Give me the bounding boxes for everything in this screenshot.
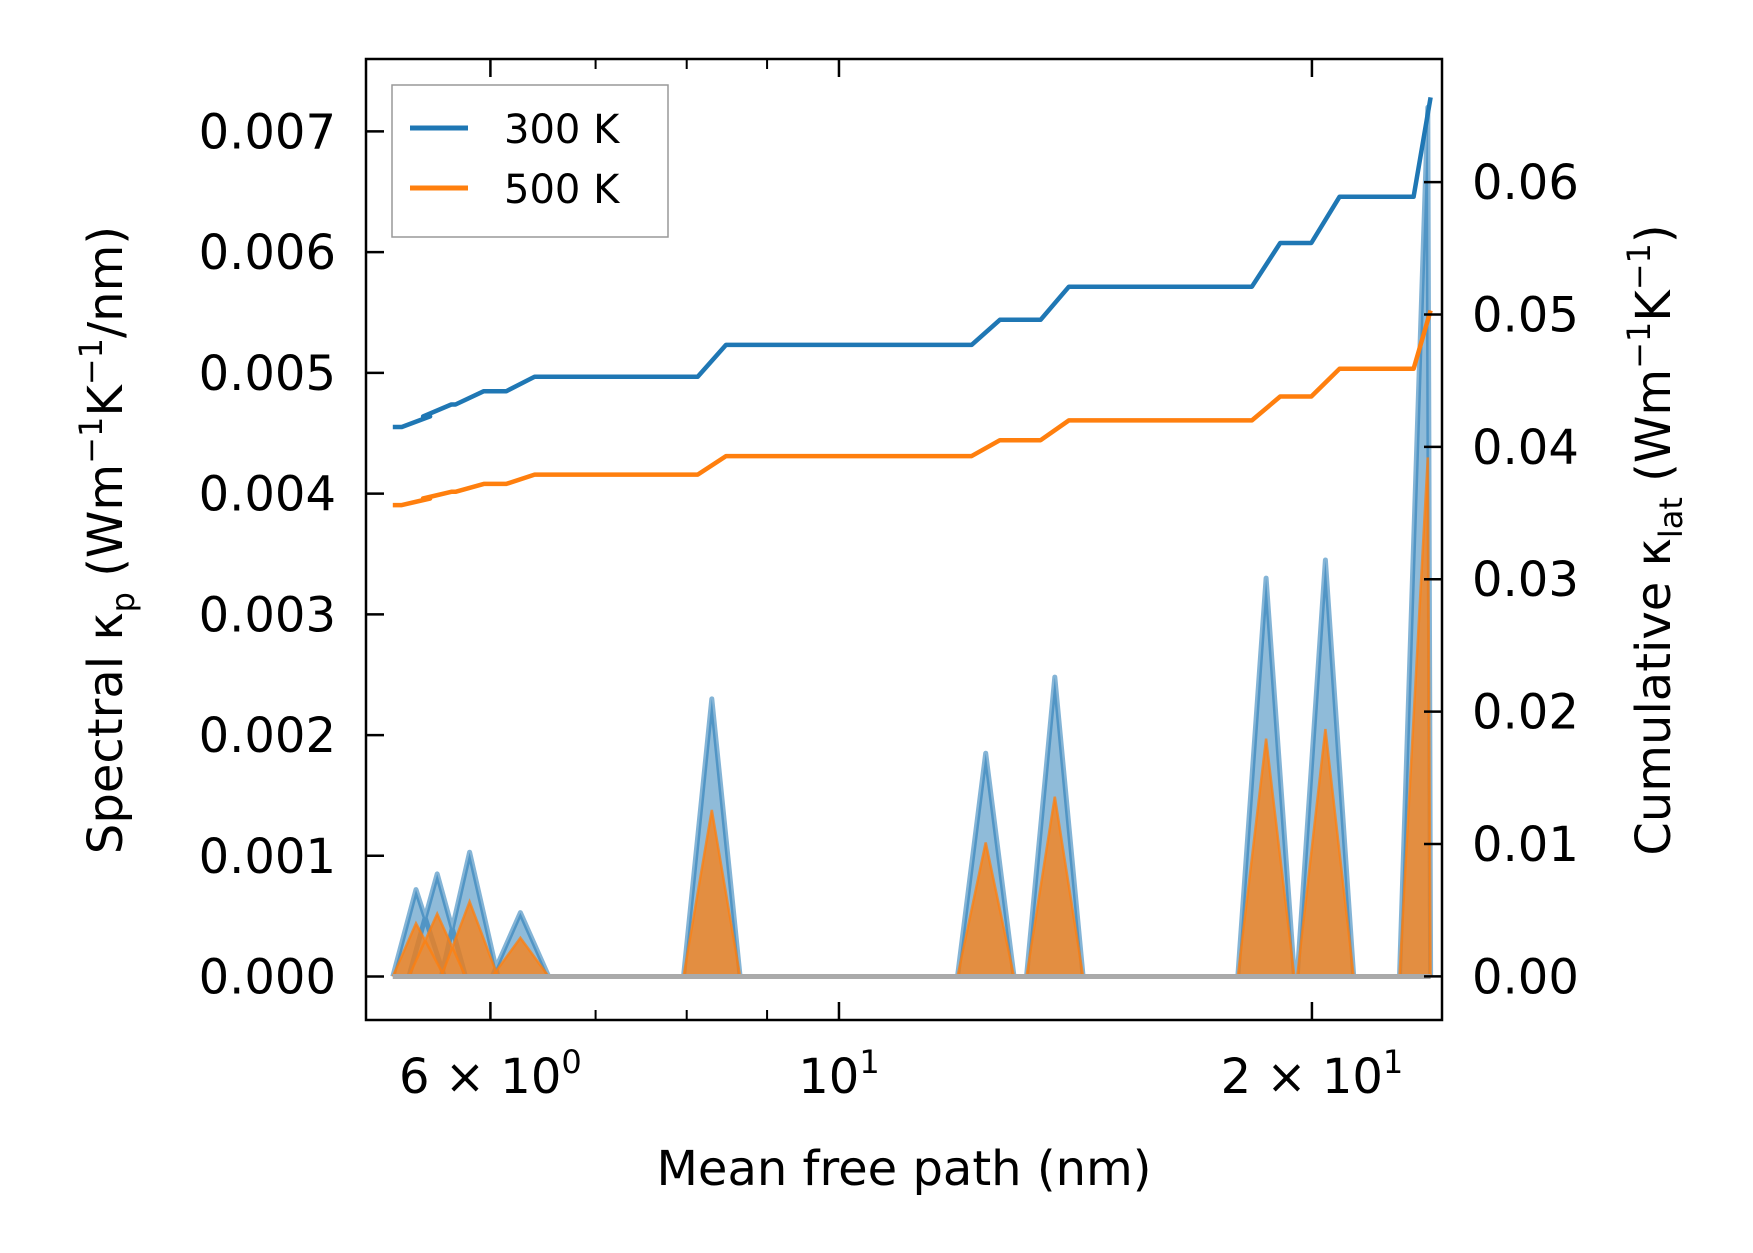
ticks-layer [366,59,1442,1020]
y-tick-label: 0.003 [199,587,336,643]
y-tick-label: 0.002 [199,708,336,764]
legend-label: 300 K [504,107,621,153]
y-tick-label: 0.001 [199,829,336,885]
legend: 300 K 500 K [391,84,669,238]
y2-tick-label: 0.05 [1472,287,1579,343]
cumulative-layer [392,97,1433,508]
legend-frame [391,84,669,238]
y2-tick-label: 0.00 [1472,949,1579,1005]
y2-tick-label: 0.01 [1472,817,1579,873]
y2-tick-label: 0.06 [1472,155,1579,211]
y-tick-label: 0.005 [199,346,336,402]
y-tick-label: 0.004 [199,467,336,523]
y-tick-label: 0.000 [199,950,336,1006]
plot-frame [364,57,1444,1022]
y2-axis-label: Cumulative κlat (Wm−1K−1) [1620,224,1690,855]
spectral-layer [390,104,1434,980]
y2-tick-label: 0.04 [1472,420,1579,476]
labels-layer: 0.000 0.001 0.002 0.003 0.004 0.005 0.006 0.007… [72,104,1690,1197]
cumulative-line-500k [392,309,1433,508]
y-tick-label: 0.006 [199,225,336,281]
x-axis-label: Mean free path (nm) [657,1141,1152,1197]
x-tick-label: 2 × 101 [1221,1043,1404,1105]
y2-tick-label: 0.03 [1472,552,1579,608]
x-tick-label: 101 [798,1043,879,1105]
y-tick-label: 0.007 [199,104,336,160]
cumulative-line-300k [392,97,1433,430]
y2-tick-label: 0.02 [1472,685,1579,741]
legend-label: 500 K [504,167,621,213]
x-tick-label: 6 × 100 [399,1043,582,1105]
y-axis-label: Spectral κp (Wm−1K−1/nm) [72,226,142,854]
spectral-500k-fill [392,457,1431,977]
